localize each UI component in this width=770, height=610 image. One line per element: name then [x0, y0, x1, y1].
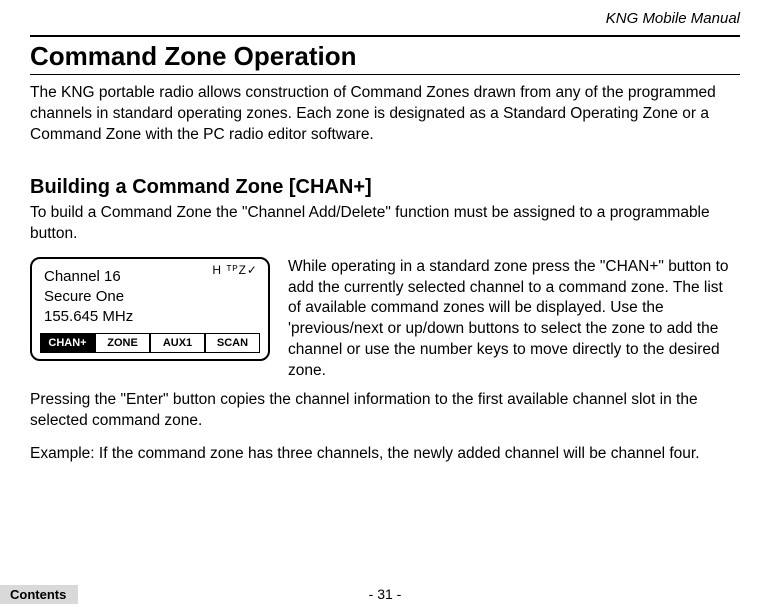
aux1-button[interactable]: AUX1	[150, 333, 205, 353]
doc-title: KNG Mobile Manual	[30, 10, 740, 27]
scan-button[interactable]: SCAN	[205, 333, 260, 353]
divider-under-title	[30, 74, 740, 75]
radio-status-icons: H ᵀᴾZ✓	[212, 263, 258, 277]
subsection-title: Building a Command Zone [CHAN+]	[30, 176, 740, 199]
subsection-p2: Pressing the "Enter" button copies the c…	[30, 390, 740, 432]
subsection-p3: Example: If the command zone has three c…	[30, 444, 740, 465]
chan-plus-button[interactable]: CHAN+	[40, 333, 95, 353]
subsection-aside: While operating in a standard zone press…	[288, 257, 740, 383]
radio-line-secure: Secure One	[44, 288, 260, 305]
subsection-p1: To build a Command Zone the "Channel Add…	[30, 203, 740, 245]
radio-button-row: CHAN+ ZONE AUX1 SCAN	[40, 333, 260, 353]
section-intro: The KNG portable radio allows constructi…	[30, 83, 740, 146]
radio-line-freq: 155.645 MHz	[44, 308, 260, 325]
divider-top	[30, 35, 740, 37]
zone-button[interactable]: ZONE	[95, 333, 150, 353]
radio-display: H ᵀᴾZ✓ Channel 16 Secure One 155.645 MHz…	[30, 257, 270, 361]
section-title: Command Zone Operation	[30, 41, 740, 72]
contents-tab[interactable]: Contents	[0, 585, 78, 604]
page-number: - 31 -	[0, 586, 770, 602]
